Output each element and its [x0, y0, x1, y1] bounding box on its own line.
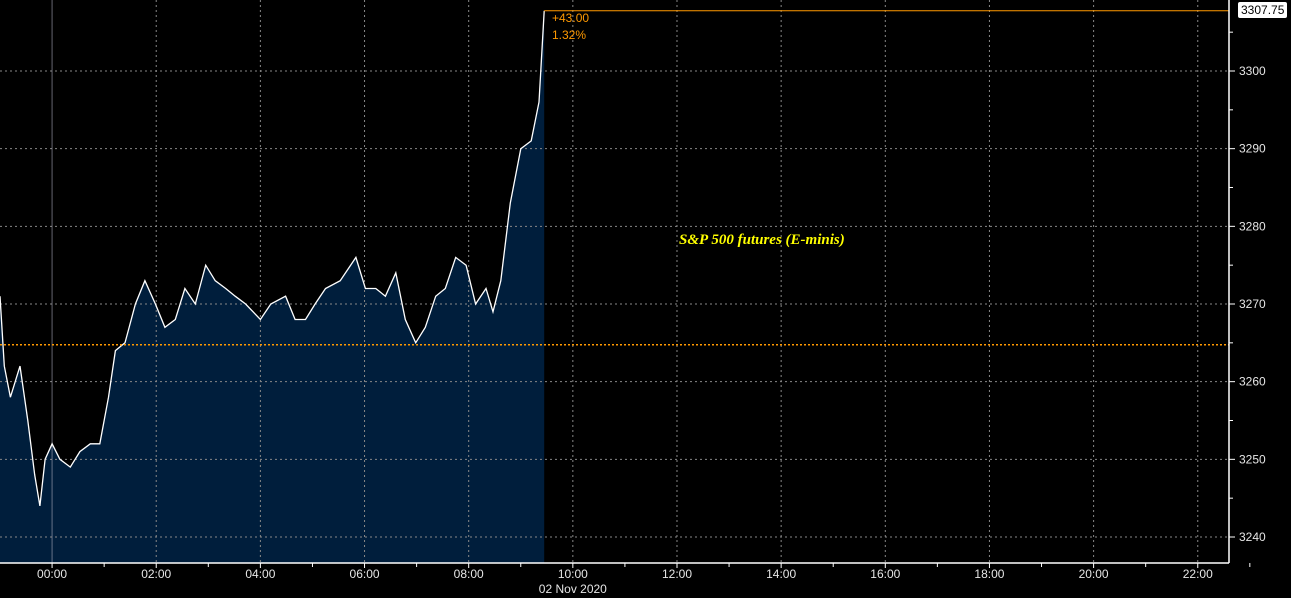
y-tick-label: 3300 [1239, 64, 1266, 78]
x-tick-label: 18:00 [974, 567, 1004, 581]
x-tick-label: 08:00 [454, 567, 484, 581]
x-tick-label: 02:00 [141, 567, 171, 581]
x-tick-label: 20:00 [1079, 567, 1109, 581]
change-pct-label: 1.32% [552, 28, 587, 42]
change-label: +43.00 [552, 11, 590, 25]
x-tick-label: 14:00 [766, 567, 796, 581]
y-tick-label: 3280 [1239, 219, 1266, 233]
price-area [0, 10, 545, 564]
x-date-label: 02 Nov 2020 [539, 582, 607, 596]
y-tick-label: 3240 [1239, 530, 1266, 544]
x-tick-label: 06:00 [350, 567, 380, 581]
x-tick-label: 16:00 [870, 567, 900, 581]
y-tick-label: 3270 [1239, 297, 1266, 311]
x-tick-label: 22:00 [1183, 567, 1213, 581]
y-tick-label: 3250 [1239, 452, 1266, 466]
price-line [0, 10, 545, 507]
x-tick-label: 10:00 [558, 567, 588, 581]
y-tick-label: 3260 [1239, 375, 1266, 389]
x-tick-label: 00:00 [37, 567, 67, 581]
last-price-label: 3307.75 [1238, 2, 1288, 18]
x-tick-label: 04:00 [245, 567, 275, 581]
y-tick-label: 3290 [1239, 142, 1266, 156]
x-tick-label: 12:00 [662, 567, 692, 581]
chart-annotation: S&P 500 futures (E-minis) [679, 232, 845, 248]
